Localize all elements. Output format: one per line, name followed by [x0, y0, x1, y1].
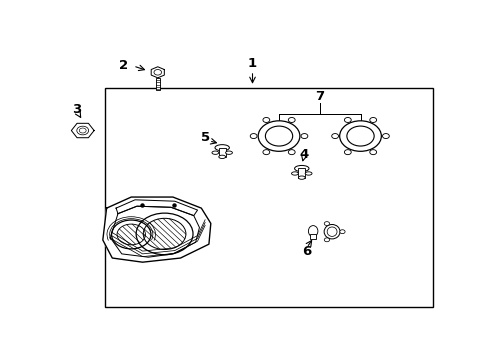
Circle shape — [369, 117, 376, 122]
FancyBboxPatch shape — [309, 234, 316, 239]
Polygon shape — [151, 67, 164, 78]
FancyBboxPatch shape — [218, 148, 225, 157]
Bar — [155, 78, 160, 90]
Circle shape — [288, 117, 295, 122]
Circle shape — [258, 121, 299, 151]
Text: 5: 5 — [200, 131, 209, 144]
Circle shape — [324, 222, 329, 225]
Circle shape — [339, 121, 381, 151]
Ellipse shape — [215, 145, 229, 151]
Ellipse shape — [308, 226, 317, 237]
Circle shape — [344, 117, 350, 122]
Ellipse shape — [305, 172, 311, 175]
Ellipse shape — [324, 225, 339, 239]
FancyBboxPatch shape — [298, 168, 305, 177]
Ellipse shape — [225, 151, 232, 154]
Text: 2: 2 — [119, 59, 128, 72]
Circle shape — [263, 150, 269, 155]
Circle shape — [263, 117, 269, 122]
Ellipse shape — [291, 172, 298, 175]
Text: 6: 6 — [302, 245, 311, 258]
Ellipse shape — [211, 151, 218, 154]
Text: 7: 7 — [315, 90, 324, 103]
Bar — [104, 87, 432, 307]
Circle shape — [369, 150, 376, 155]
Text: 3: 3 — [72, 103, 81, 116]
Polygon shape — [71, 123, 94, 138]
Circle shape — [324, 238, 329, 242]
Polygon shape — [116, 200, 197, 216]
Circle shape — [344, 150, 350, 155]
Circle shape — [288, 150, 295, 155]
Ellipse shape — [298, 176, 305, 179]
Circle shape — [382, 134, 388, 139]
Text: 1: 1 — [247, 58, 257, 71]
Ellipse shape — [218, 155, 225, 158]
Polygon shape — [102, 197, 210, 262]
Ellipse shape — [294, 166, 308, 172]
Circle shape — [339, 230, 345, 234]
Text: 4: 4 — [299, 148, 307, 161]
Circle shape — [331, 134, 338, 139]
Circle shape — [250, 134, 257, 139]
Circle shape — [301, 134, 307, 139]
